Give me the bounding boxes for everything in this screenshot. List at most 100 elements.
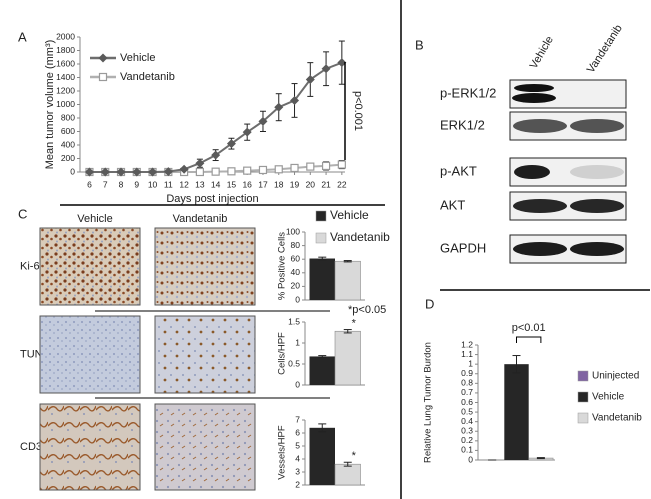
stain-label: Ki-67 [20,260,46,272]
y-tick-label: 1.1 [461,349,473,359]
micrograph [154,403,256,491]
y-tick-label: 3 [295,466,300,476]
column-label: Vandetanib [173,213,228,225]
bar [334,463,361,486]
marker [274,165,283,174]
annotation: p<0.001 [352,91,364,131]
y-tick-label: 0 [295,294,300,304]
marker [84,167,94,177]
band [514,84,554,92]
legend-label: Vandetanib [330,230,390,244]
column-label: Vehicle [77,213,112,225]
bracket [516,336,542,343]
micrograph [39,227,141,306]
band [513,199,567,213]
legend-swatch [577,391,589,403]
x-tick-label: 10 [148,179,158,189]
y-tick-label: 0.1 [461,445,473,455]
marker [337,160,346,169]
x-tick-label: 17 [258,179,268,189]
y-tick-label: 0 [70,166,75,176]
marker [100,167,110,177]
y-tick-label: 2 [295,479,300,489]
band [512,93,556,103]
marker [258,165,268,175]
y-axis-label: Vessels/HPF [277,425,288,480]
y-tick-label: 1400 [56,72,75,82]
y-axis-label: Cells/HPF [277,332,288,375]
marker [321,161,331,171]
y-tick-label: 1 [468,358,473,368]
band [570,165,624,179]
marker [116,167,126,177]
band [514,165,550,179]
y-tick-label: 0.8 [461,378,473,388]
annotation: * [352,450,357,462]
bar [309,356,335,385]
marker [290,95,300,105]
y-tick-label: 0.5 [288,358,300,368]
band [570,242,624,256]
band [513,119,567,133]
blot-frame [509,157,627,187]
marker [98,72,108,82]
micrograph [154,315,256,394]
marker [321,64,331,74]
y-tick-label: 0.5 [461,406,473,416]
x-tick-label: 8 [119,179,124,189]
protein-label: p-ERK1/2 [440,85,496,100]
legend-label: Uninjected [592,371,639,382]
y-tick-label: 600 [61,126,75,136]
y-tick-label: 0 [468,454,473,464]
micrograph [154,227,256,306]
marker [242,127,252,137]
protein-label: GAPDH [440,240,486,255]
marker [211,167,220,176]
protein-label: p-AKT [440,163,477,178]
legend-label: Vehicle [592,392,625,403]
bar [309,258,335,300]
x-tick-label: 12 [179,179,189,189]
x-tick-label: 16 [242,179,252,189]
y-tick-label: 1.2 [461,339,473,349]
y-tick-label: 0.7 [461,387,473,397]
y-tick-label: 1 [295,337,300,347]
y-axis-label: Mean tumor volume (mm³) [44,40,56,170]
panel-label: D [425,296,434,311]
legend-label: Vehicle [120,52,155,64]
x-tick-label: 7 [103,179,108,189]
annotation: * [352,317,357,329]
y-tick-label: 200 [61,153,75,163]
marker [243,166,252,175]
marker [258,116,268,126]
legend-swatch [577,370,589,382]
legend-label: Vandetanib [592,413,642,424]
marker [132,167,142,177]
legend-label: Vehicle [330,208,369,222]
marker [274,102,284,112]
bar [334,260,361,301]
marker [290,163,299,173]
marker [226,139,236,149]
annotation: p<0.01 [512,322,546,334]
x-tick-label: 11 [164,179,173,189]
x-tick-label: 19 [290,179,300,189]
x-tick-label: 14 [211,179,221,189]
y-tick-label: 40 [291,267,301,277]
marker [227,167,236,176]
y-tick-label: 4 [295,453,300,463]
lane-label: Vandetanib [585,23,625,76]
micrograph [39,403,141,491]
y-tick-label: 0.9 [461,368,473,378]
y-tick-label: 1200 [56,85,75,95]
x-tick-label: 21 [321,179,331,189]
y-tick-label: 100 [286,226,300,236]
y-tick-label: 1800 [56,45,75,55]
marker [163,167,173,177]
y-tick-label: 0.4 [461,416,473,426]
band [570,119,624,133]
legend-swatch [315,210,327,222]
y-tick-label: 0.3 [461,426,473,436]
